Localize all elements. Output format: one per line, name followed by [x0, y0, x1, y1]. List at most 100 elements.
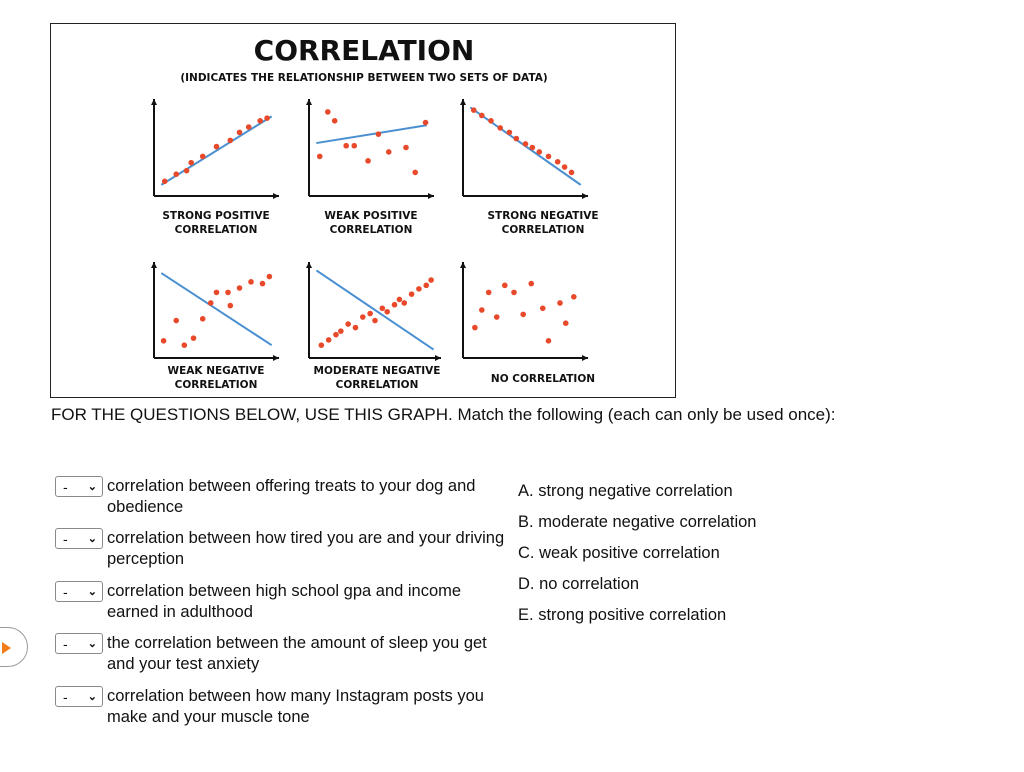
trend-line	[315, 269, 435, 351]
data-point	[513, 135, 520, 142]
data-point	[536, 149, 543, 155]
data-point	[511, 289, 517, 296]
panel-label: STRONG NEGATIVE	[487, 210, 598, 222]
panel-label: MODERATE NEGATIVE	[314, 365, 441, 377]
data-point	[506, 129, 513, 136]
data-point	[318, 342, 325, 349]
play-icon	[2, 642, 11, 654]
data-point	[199, 153, 206, 160]
select-value: -	[63, 583, 68, 600]
data-point	[408, 291, 415, 297]
data-point	[396, 296, 403, 303]
data-point	[522, 141, 529, 147]
data-point	[497, 125, 504, 131]
data-point	[245, 124, 252, 130]
answer-text: moderate negative correlation	[538, 513, 757, 531]
correlation-panel-2: WEAK POSITIVE CORRELATION	[306, 99, 434, 236]
question-text-3: correlation between high school gpa and …	[107, 582, 462, 621]
y-axis-arrow	[460, 262, 466, 268]
y-axis-arrow	[306, 262, 312, 268]
correlation-panel-3: STRONG NEGATIVE CORRELATION	[460, 99, 599, 236]
data-point	[403, 144, 409, 151]
answer-option-c: C. weak positive correlation	[518, 538, 756, 569]
question-row-4: - ⌄ the correlation between the amount o…	[55, 633, 515, 675]
chevron-down-icon: ⌄	[87, 533, 97, 545]
data-point	[199, 316, 206, 322]
panel-label: WEAK POSITIVE	[324, 210, 417, 222]
data-point	[331, 118, 338, 124]
data-point	[529, 144, 536, 151]
data-point	[190, 335, 197, 341]
data-point	[236, 285, 243, 291]
correlation-figure: CORRELATION (INDICATES THE RELATIONSHIP …	[50, 23, 676, 398]
answer-option-b: B. moderate negative correlation	[518, 507, 756, 538]
trend-line	[316, 124, 427, 145]
data-point	[365, 158, 371, 164]
data-point	[479, 307, 485, 313]
chevron-down-icon: ⌄	[87, 481, 97, 493]
chevron-down-icon: ⌄	[87, 638, 97, 650]
correlation-panel-5: MODERATE NEGATIVE CORRELATION	[306, 262, 441, 391]
data-point	[375, 131, 382, 137]
data-point	[181, 342, 188, 349]
data-point	[325, 337, 332, 343]
question-text-4: the correlation between the amount of sl…	[107, 634, 487, 673]
answer-select-4[interactable]: - ⌄	[55, 633, 103, 654]
y-axis-arrow	[151, 99, 157, 105]
data-point	[554, 158, 561, 165]
data-point	[367, 310, 373, 317]
side-play-button[interactable]	[0, 627, 28, 667]
data-point	[225, 289, 231, 296]
answer-text: strong positive correlation	[538, 606, 727, 624]
x-axis-arrow	[582, 193, 588, 199]
question-row-2: - ⌄ correlation between how tired you ar…	[55, 528, 515, 570]
answer-select-5[interactable]: - ⌄	[55, 686, 103, 707]
data-point	[423, 282, 430, 289]
chevron-down-icon: ⌄	[87, 691, 97, 703]
data-point	[207, 300, 214, 306]
trend-line	[160, 272, 273, 347]
answer-select-2[interactable]: - ⌄	[55, 528, 103, 549]
panel-label: CORRELATION	[336, 379, 419, 391]
data-point	[345, 321, 351, 327]
data-point	[502, 282, 508, 289]
answer-text: weak positive correlation	[539, 544, 720, 562]
answer-text: no correlation	[539, 575, 640, 593]
y-axis-arrow	[151, 262, 157, 268]
question-text-2: correlation between how tired you are an…	[107, 529, 505, 568]
question-row-5: - ⌄ correlation between how many Instagr…	[55, 686, 515, 728]
data-point	[571, 294, 577, 300]
data-point	[248, 279, 254, 285]
data-point	[183, 167, 190, 174]
trend-line	[160, 115, 273, 186]
chevron-down-icon: ⌄	[87, 586, 97, 598]
select-value: -	[63, 635, 68, 652]
answer-letter: D.	[518, 575, 535, 593]
correlation-panel-1: STRONG POSITIVE CORRELATION	[151, 99, 279, 236]
data-point	[561, 164, 568, 170]
x-axis-arrow	[273, 193, 279, 199]
correlation-panel-6: NO CORRELATION	[460, 262, 595, 385]
question-text-5: correlation between how many Instagram p…	[107, 687, 484, 726]
data-point	[316, 153, 323, 160]
answer-options: A. strong negative correlation B. modera…	[518, 476, 756, 631]
data-point	[401, 300, 408, 306]
data-point	[227, 302, 234, 309]
data-point	[479, 112, 485, 119]
data-point	[428, 277, 434, 283]
panel-label: CORRELATION	[502, 224, 585, 236]
panel-label: WEAK NEGATIVE	[168, 365, 265, 377]
data-point	[485, 289, 492, 296]
x-axis-arrow	[435, 355, 441, 361]
data-point	[227, 137, 234, 144]
answer-select-3[interactable]: - ⌄	[55, 581, 103, 602]
data-point	[562, 320, 569, 327]
data-point	[236, 129, 243, 136]
data-point	[416, 286, 422, 292]
answer-select-1[interactable]: - ⌄	[55, 476, 103, 497]
panel-label: CORRELATION	[330, 224, 413, 236]
data-point	[259, 280, 266, 287]
data-point	[333, 331, 339, 338]
figure-title: CORRELATION	[254, 34, 475, 67]
answer-option-a: A. strong negative correlation	[518, 476, 756, 507]
